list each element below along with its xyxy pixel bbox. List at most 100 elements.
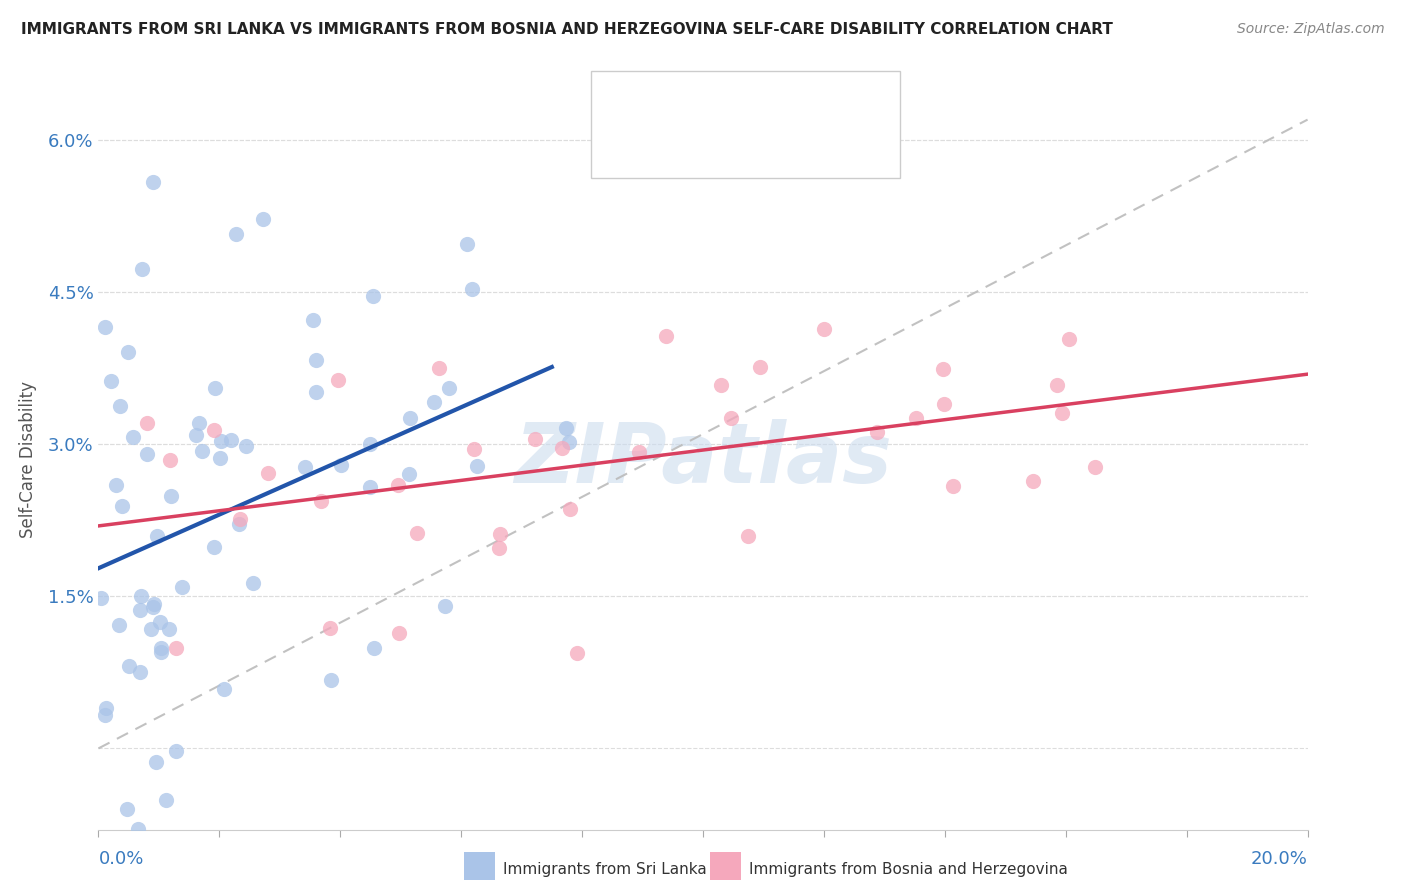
Y-axis label: Self-Care Disability: Self-Care Disability (18, 381, 37, 538)
Point (214, 681, 236, 696)
Point (139, 623, 162, 637)
Point (363, 640, 385, 655)
Point (461, 282, 484, 296)
Point (523, 433, 546, 447)
Point (463, 442, 485, 456)
Point (489, 527, 512, 541)
Point (105, 477, 128, 491)
Point (387, 478, 409, 492)
Text: IMMIGRANTS FROM SRI LANKA VS IMMIGRANTS FROM BOSNIA AND HERZEGOVINA SELF-CARE DI: IMMIGRANTS FROM SRI LANKA VS IMMIGRANTS … (21, 22, 1114, 37)
Point (242, 576, 264, 591)
Point (150, 645, 173, 659)
Text: 20.0%: 20.0% (1251, 850, 1308, 868)
Point (737, 528, 759, 542)
Point (655, 328, 678, 343)
Point (190, 444, 212, 458)
Point (309, 494, 332, 508)
Point (558, 502, 581, 516)
Point (187, 416, 209, 430)
Text: 0.0%: 0.0% (98, 850, 143, 868)
Point (551, 441, 574, 455)
Point (118, 659, 141, 673)
Point (398, 410, 420, 425)
Point (465, 458, 488, 473)
Point (388, 626, 411, 640)
Point (117, 345, 139, 359)
Point (235, 439, 257, 453)
Point (208, 451, 231, 466)
Point (439, 381, 461, 395)
Point (427, 360, 450, 375)
Point (710, 377, 733, 392)
Point (361, 288, 384, 302)
Point (157, 622, 180, 636)
Point (565, 646, 588, 660)
Text: R = 0.293   N = 67: R = 0.293 N = 67 (647, 85, 831, 103)
Point (359, 480, 381, 494)
Point (128, 603, 150, 617)
Point (1057, 333, 1080, 347)
Point (555, 421, 578, 435)
Point (146, 529, 169, 543)
Point (202, 541, 225, 555)
Point (135, 416, 157, 430)
Text: ZIPatlas: ZIPatlas (515, 419, 891, 500)
Point (108, 618, 131, 632)
Point (219, 434, 242, 448)
Point (202, 423, 225, 437)
Point (252, 212, 274, 227)
Point (165, 641, 187, 656)
Text: Source: ZipAtlas.com: Source: ZipAtlas.com (1237, 22, 1385, 37)
Point (121, 430, 143, 444)
Point (423, 395, 446, 409)
Point (257, 466, 280, 480)
Point (488, 541, 510, 555)
Point (294, 459, 316, 474)
Point (150, 641, 173, 656)
Point (204, 381, 226, 395)
Point (225, 227, 247, 242)
Point (115, 802, 138, 816)
Point (94, 707, 117, 722)
Point (558, 434, 581, 449)
Point (129, 665, 152, 680)
Point (155, 793, 177, 807)
Point (359, 436, 381, 450)
Point (305, 384, 328, 399)
Point (328, 373, 350, 387)
Point (209, 434, 232, 449)
Text: R = 0.154   N = 37: R = 0.154 N = 37 (647, 135, 831, 153)
Point (749, 359, 772, 374)
Point (1046, 378, 1069, 392)
Point (1084, 459, 1107, 474)
Point (302, 313, 325, 327)
Point (406, 526, 429, 541)
Point (143, 597, 166, 611)
Point (720, 411, 742, 425)
Point (228, 516, 250, 531)
Point (319, 621, 342, 635)
Point (330, 458, 353, 472)
Point (321, 673, 343, 687)
Point (184, 428, 207, 442)
Point (904, 411, 927, 425)
Point (229, 511, 252, 525)
Point (305, 352, 328, 367)
Point (942, 479, 965, 493)
Point (94, 700, 117, 714)
Point (165, 744, 187, 758)
Point (131, 262, 153, 277)
Point (127, 822, 149, 836)
Point (111, 499, 134, 513)
Text: Immigrants from Sri Lanka: Immigrants from Sri Lanka (503, 863, 707, 877)
Point (1050, 406, 1073, 420)
Point (149, 615, 172, 630)
Point (628, 445, 651, 459)
Point (159, 453, 181, 467)
Point (129, 589, 152, 603)
Point (398, 467, 420, 481)
Point (142, 599, 165, 614)
Point (145, 755, 167, 769)
Point (108, 399, 131, 413)
Text: Immigrants from Bosnia and Herzegovina: Immigrants from Bosnia and Herzegovina (749, 863, 1069, 877)
